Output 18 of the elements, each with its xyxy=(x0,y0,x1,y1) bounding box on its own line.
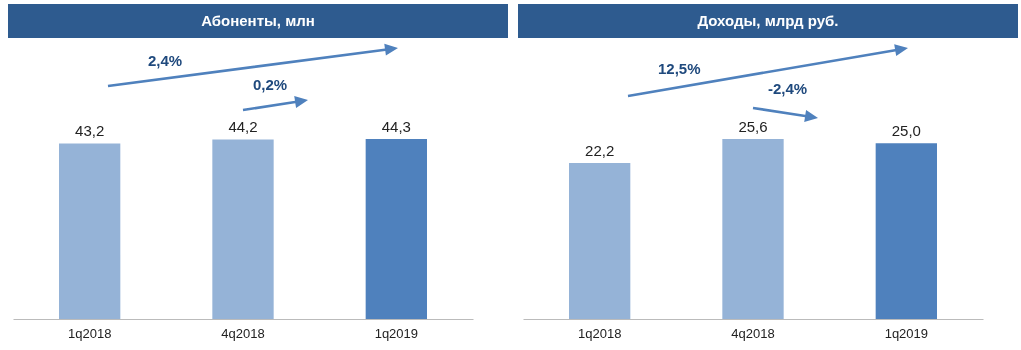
chart-title: Доходы, млрд руб. xyxy=(518,4,1018,38)
x-tick-label: 4q2018 xyxy=(221,325,265,341)
x-tick-label: 1q2018 xyxy=(67,325,112,341)
text: -2,4% xyxy=(768,80,808,97)
data-label: 43,2 xyxy=(75,122,105,140)
chart-title: Абоненты, млн xyxy=(8,4,508,38)
text: 2,4% xyxy=(148,52,183,69)
data-label: 22,2 xyxy=(585,141,615,159)
x-tick-label: 1q2018 xyxy=(577,325,622,341)
data-label: 44,3 xyxy=(381,118,411,135)
data-label: 44,2 xyxy=(228,118,258,136)
text: 12,5% xyxy=(658,60,701,77)
x-tick-label: 1q2019 xyxy=(884,325,929,341)
data-label: 25,0 xyxy=(891,122,921,140)
x-tick-label: 1q2019 xyxy=(374,325,419,341)
text: 0,2% xyxy=(253,76,288,93)
data-label: 25,6 xyxy=(738,118,768,135)
x-tick-label: 4q2018 xyxy=(731,325,775,341)
